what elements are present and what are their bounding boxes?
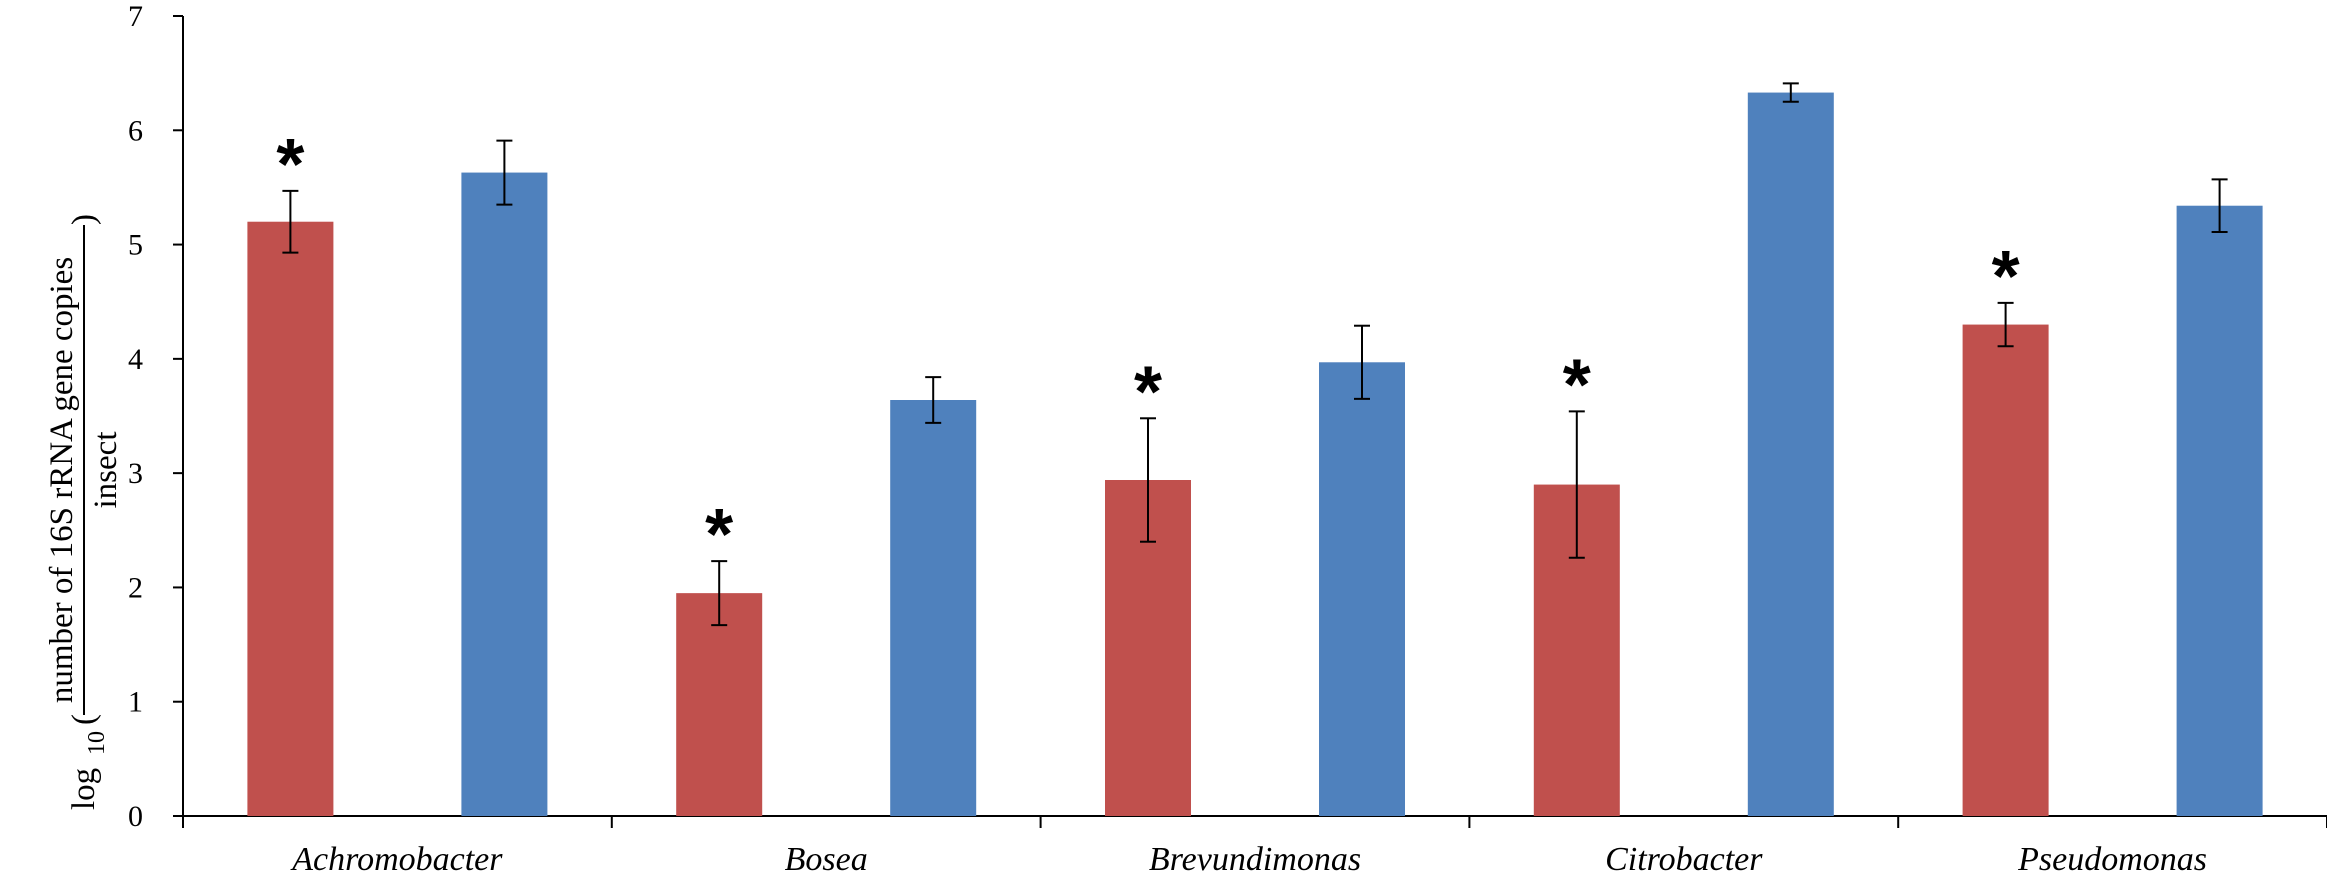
y-axis-label-paren-close: ) [66,214,102,225]
bar-series-1-1 [676,593,763,816]
x-tick-label: Citrobacter [1605,841,1763,873]
y-axis-label: log 10 ( number of 16S rRNA gene copies … [44,214,124,810]
error-bars [282,82,2228,627]
y-axis-label-denominator: insect [88,432,124,509]
y-tick-label: 4 [128,343,143,376]
significance-asterisk: * [705,495,733,575]
axes: 0 1 2 3 4 5 6 7 Achromobacter Bosea Brevundimonas C… [128,0,2327,873]
y-tick-label: 2 [128,571,143,604]
bar-series-2-3 [1747,92,1834,817]
y-axis-label-prefix: log [66,768,102,810]
bar-series-1-0 [247,221,334,816]
significance-asterisk: * [276,125,304,205]
y-tick-label: 0 [128,800,143,833]
y-tick-label: 1 [128,686,143,719]
bar-series-2-4 [2176,205,2263,816]
x-tick-label: Brevundimonas [1149,841,1361,873]
significance-asterisk: * [1563,345,1591,425]
y-axis-label-numerator: number of 16S rRNA gene copies [44,257,80,703]
y-tick-label: 7 [128,0,143,33]
y-axis-label-subscript: 10 [84,731,110,755]
significance-asterisk: * [1992,237,2020,317]
bar-series-2-1 [890,400,977,816]
x-tick-label: Achromobacter [290,841,503,873]
bars [247,92,2263,817]
significance-markers: * * * * * [276,125,2019,575]
bar-series-2-0 [461,172,548,817]
y-tick-label: 3 [128,457,143,490]
y-axis-label-paren-open: ( [66,714,102,725]
significance-asterisk: * [1134,352,1162,432]
x-tick-label: Bosea [785,841,868,873]
y-tick-label: 5 [128,229,143,262]
y-tick-label: 6 [128,114,143,147]
bar-series-2-2 [1319,362,1405,816]
x-tick-label: Pseudomonas [2017,841,2207,873]
bar-series-1-4 [1962,324,2049,816]
